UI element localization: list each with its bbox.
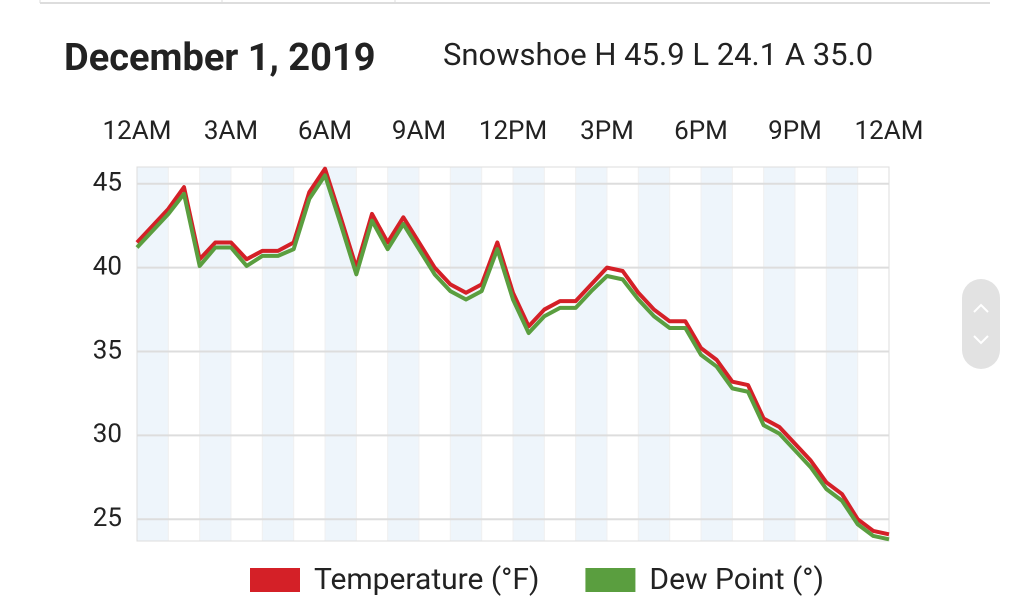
scroll-control[interactable] [962,279,1000,369]
x-tick-label: 6PM [674,116,728,146]
x-tick-label: 3PM [580,116,634,146]
legend-label: Temperature (°F) [314,562,539,597]
x-tick-label: 12PM [479,116,547,146]
plot-area: 25 30 35 40 45 12AM 3AM 6AM 9AM 12PM 3PM 6PM 9PM 12AM [93,116,924,542]
legend-label: Dew Point (°) [649,562,823,597]
y-tick-label: 40 [93,252,122,282]
y-tick-label: 30 [93,419,122,449]
hour-stripe [262,167,294,541]
x-tick-label: 9AM [392,116,446,146]
scroll-arrows [973,303,989,345]
x-tick-label: 12AM [103,116,172,146]
y-tick-label: 25 [93,503,122,533]
y-tick-label: 35 [93,335,122,365]
hour-stripe [513,167,545,541]
chart-subtitle: Snowshoe H 45.9 L 24.1 A 35.0 [443,36,873,73]
x-tick-label: 12AM [855,116,924,146]
hour-stripe [638,167,670,541]
chart-title: December 1, 2019 [64,36,376,80]
hour-stripe [199,167,231,541]
hour-stripe [575,167,607,541]
legend-swatch [585,568,636,592]
x-tick-label: 6AM [298,116,352,146]
hour-stripe [826,167,858,541]
legend-swatch [250,568,300,592]
y-tick-label: 45 [93,168,122,198]
x-tick-label: 3AM [204,116,258,146]
hour-stripe [387,167,419,541]
hour-stripe [763,167,795,541]
plot-frame [136,166,890,542]
x-tick-label: 9PM [768,116,822,146]
hour-stripe [450,167,482,541]
series-line [135,173,890,542]
